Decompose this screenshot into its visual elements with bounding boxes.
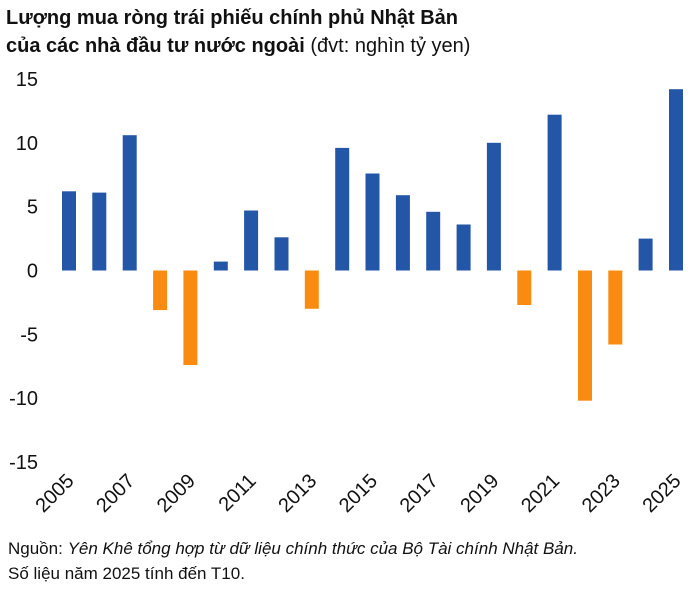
y-tick-label: -5 [20,324,38,346]
title-line-2: của các nhà đầu tư nước ngoài (đvt: nghì… [6,32,696,60]
x-tick-label: 2007 [92,470,139,517]
x-tick-label: 2023 [578,470,625,517]
bar-2024 [638,238,653,271]
title-line-2-text: của các nhà đầu tư nước ngoài [6,35,305,57]
bar-2018 [456,224,471,271]
y-tick-label: 15 [16,69,38,91]
chart-title: Lượng mua ròng trái phiếu chính phủ Nhật… [6,4,696,60]
y-tick-label: 0 [27,261,38,283]
bar-2019 [486,142,501,271]
bar-2012 [274,237,289,271]
y-tick-label: -10 [9,388,38,410]
source-note: Nguồn: Yên Khê tổng hợp từ dữ liệu chính… [8,536,698,586]
bar-2010 [213,261,228,271]
x-tick-label: 2009 [153,470,200,517]
x-tick-label: 2017 [396,470,443,517]
bar-2025 [669,89,683,271]
bar-2013 [304,270,319,309]
source-line: Nguồn: Yên Khê tổng hợp từ dữ liệu chính… [8,536,698,561]
title-line-1: Lượng mua ròng trái phiếu chính phủ Nhật… [6,7,459,29]
bar-2009 [183,270,198,365]
bar-2017 [426,211,441,271]
bar-2022 [578,270,592,401]
x-tick-label: 2015 [335,470,382,517]
x-tick-label: 2025 [639,470,686,517]
bar-2011 [244,210,259,271]
bar-2020 [517,270,532,305]
x-tick-label: 2005 [32,470,79,517]
x-tick-label: 2019 [456,470,503,517]
title-unit: (đvt: nghìn tỷ yen) [310,35,471,57]
bar-2008 [153,270,168,311]
bar-2007 [122,135,137,271]
x-tick-label: 2013 [274,470,321,517]
y-tick-label: 5 [27,197,38,219]
bar-2016 [395,195,410,271]
bar-2021 [547,114,562,271]
bar-2023 [608,270,623,345]
source-label: Nguồn: [8,539,63,558]
x-axis: 2005 2007 2009 2011 2013 2015 2017 2019 2021 2023… [32,470,686,517]
x-tick-label: 2011 [215,470,261,516]
source-text: Yên Khê tổng hợp từ dữ liệu chính thức c… [67,539,578,558]
bar-2014 [335,147,350,271]
bar-2006 [92,192,107,271]
bar-2015 [365,173,380,271]
source-footnote: Số liệu năm 2025 tính đến T10. [8,564,245,583]
bar-2005 [62,191,76,271]
bars [62,89,683,401]
x-tick-label: 2021 [517,470,564,517]
y-tick-label: -15 [9,452,38,474]
y-tick-label: 10 [16,133,38,155]
y-axis: 15 10 5 0 -5 -10 -15 [9,69,38,474]
